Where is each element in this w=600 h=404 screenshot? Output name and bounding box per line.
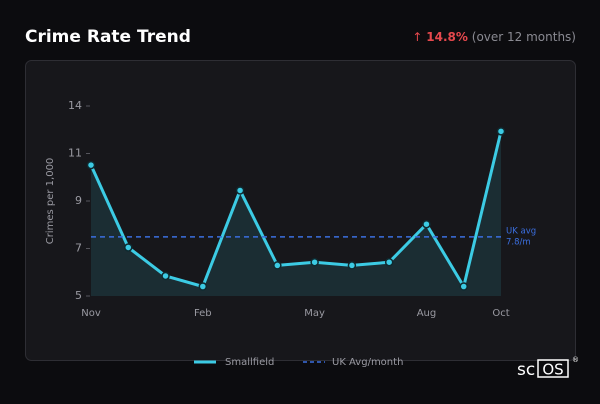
reference-label: 7.8/m (506, 237, 531, 247)
series-line (89, 130, 503, 288)
x-tick-label: May (304, 308, 325, 319)
y-tick-label: 11 (68, 147, 82, 160)
brand-prefix: sc (517, 360, 535, 380)
data-point (310, 257, 319, 267)
data-point (422, 219, 431, 229)
reference-label: UK avg (506, 226, 536, 236)
data-point (273, 261, 282, 270)
data-point (86, 160, 96, 170)
data-point (124, 243, 133, 252)
x-tick-label: Oct (492, 308, 509, 319)
y-tick-label: 7 (75, 242, 82, 255)
brand-mark: ® (572, 356, 579, 364)
y-tick-label: 9 (75, 194, 82, 207)
data-point (198, 282, 208, 291)
y-tick-label: 5 (75, 289, 82, 302)
legend-label: Smallfield (225, 357, 274, 368)
chart-title: Crime Rate Trend (25, 27, 191, 47)
x-tick-label: Aug (417, 308, 437, 319)
data-point (496, 127, 506, 136)
change-value: 14.8% (426, 30, 468, 44)
data-point (384, 257, 394, 267)
card (25, 60, 576, 361)
x-tick-label: Nov (81, 308, 101, 319)
x-tick-label: Feb (194, 308, 212, 319)
change-arrow: ↑ (412, 30, 422, 44)
y-axis-label: Crimes per 1,000 (45, 158, 56, 245)
brand-box (537, 359, 569, 378)
data-point (161, 271, 170, 281)
brand-box-text: OS (542, 361, 563, 379)
legend-label: UK Avg/month (332, 357, 403, 368)
y-tick-label: 14 (68, 99, 82, 112)
change-summary: ↑ 14.8% (over 12 months) (412, 30, 576, 44)
data-point (235, 186, 245, 195)
change-note: (over 12 months) (472, 30, 576, 44)
data-point (347, 261, 357, 270)
data-point (459, 282, 468, 291)
